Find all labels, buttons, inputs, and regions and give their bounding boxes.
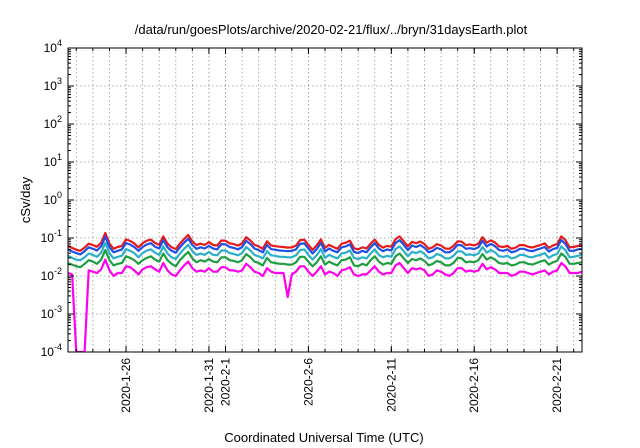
chart-title: /data/run/goesPlots/archive/2020-02-21/f… <box>135 22 528 37</box>
series-line <box>68 231 582 252</box>
x-tick-label: 2020-2-6 <box>301 358 315 406</box>
y-tick-base: 10 <box>44 117 58 131</box>
y-tick-label: 10-3 <box>41 304 62 321</box>
y-tick-label: 10-2 <box>41 266 62 283</box>
y-tick-base: 10 <box>44 193 58 207</box>
axis-ticks <box>68 47 582 353</box>
y-tick-base: 10 <box>44 41 58 55</box>
y-tick-exponent: 4 <box>57 38 62 48</box>
y-tick-exponent: -2 <box>54 266 62 276</box>
x-tick-label: 2020-1-31 <box>202 358 216 413</box>
x-tick-label: 2020-2-1 <box>219 358 233 406</box>
x-tick-labels: 2020-1-26 2020-1-31 2020-2-1 2020-2-6 2020-2… <box>119 358 564 413</box>
y-tick-exponent: 3 <box>57 76 62 86</box>
y-tick-exponent: 1 <box>57 152 62 162</box>
y-tick-base: 10 <box>41 345 55 359</box>
x-tick-label: 2020-2-16 <box>467 358 481 413</box>
y-axis-label: cSv/day <box>18 176 33 223</box>
grid <box>68 48 582 352</box>
series-layer <box>68 231 582 352</box>
x-axis-label: Coordinated Universal Time (UTC) <box>224 430 423 445</box>
y-tick-label: 10-4 <box>41 342 62 359</box>
y-tick-base: 10 <box>41 269 55 283</box>
y-tick-label: 100 <box>44 190 62 207</box>
y-tick-label: 101 <box>44 152 62 169</box>
series-line <box>68 241 582 262</box>
y-tick-base: 10 <box>44 79 58 93</box>
y-tick-label: 102 <box>44 114 62 131</box>
x-tick-label: 2020-1-26 <box>119 358 133 413</box>
series-line <box>68 249 582 269</box>
y-tick-base: 10 <box>41 307 55 321</box>
y-tick-exponent: 2 <box>57 114 62 124</box>
y-tick-exponent: -4 <box>54 342 62 352</box>
y-tick-label: 103 <box>44 76 62 93</box>
series-line <box>68 235 582 256</box>
y-tick-label: 10-1 <box>41 228 62 245</box>
y-tick-label: 104 <box>44 38 62 55</box>
y-tick-exponent: -1 <box>54 228 62 238</box>
x-tick-label: 2020-2-21 <box>550 358 564 413</box>
x-tick-label: 2020-2-11 <box>384 358 398 412</box>
y-tick-exponent: 0 <box>57 190 62 200</box>
y-tick-exponent: -3 <box>54 304 62 314</box>
y-tick-base: 10 <box>44 155 58 169</box>
y-tick-base: 10 <box>41 231 55 245</box>
series-line <box>68 258 582 352</box>
